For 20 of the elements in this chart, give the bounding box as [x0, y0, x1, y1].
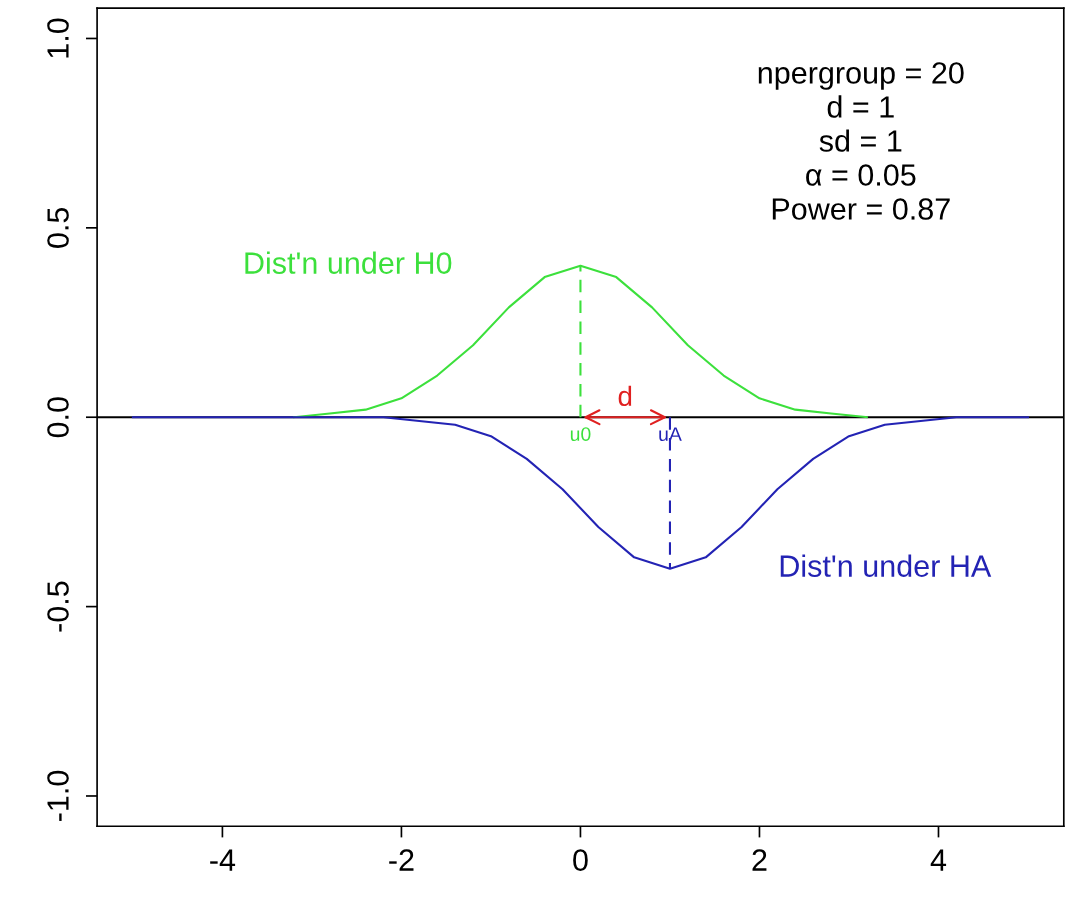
y-tick-label: -0.5	[47, 581, 69, 632]
text: Dist'n under H0	[245, 251, 452, 274]
y-tick-label: 1.0	[47, 18, 69, 58]
x-tick-label: -4	[210, 849, 236, 871]
x-tick-label: -2	[389, 849, 414, 871]
x-tick-label: 0	[573, 849, 588, 871]
annotation: sd = 1	[819, 129, 902, 152]
y-tick-label: 0.0	[47, 397, 69, 438]
x-tick-label: 4	[930, 849, 947, 871]
annotation: d	[618, 385, 632, 407]
annotation: α = 0.05	[806, 164, 916, 186]
y-tick-label: -1.0	[47, 770, 69, 821]
series-label: Dist'n under HA	[780, 554, 992, 577]
annotation: npergroup = 20	[758, 62, 964, 90]
series-label: u0	[570, 427, 591, 441]
y-tick-label: 0.5	[47, 207, 69, 248]
x-tick-label: 2	[752, 849, 767, 871]
series-label: uA	[659, 427, 682, 441]
annotation: Power = 0.87	[772, 198, 950, 220]
annotation: d = 1	[827, 95, 894, 118]
